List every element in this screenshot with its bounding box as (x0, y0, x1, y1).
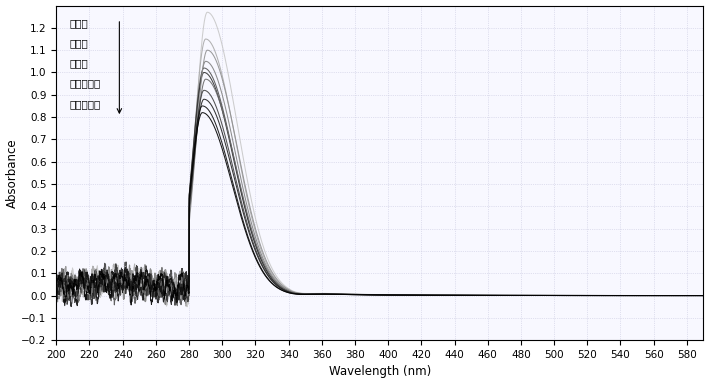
Text: 香橙素: 香橙素 (69, 18, 89, 28)
Text: 橙皮素: 橙皮素 (69, 58, 89, 69)
Text: 二氢杨梅素: 二氢杨梅素 (69, 79, 101, 89)
Y-axis label: Absorbance: Absorbance (6, 138, 18, 208)
Text: 二氢槲皮素: 二氢槲皮素 (69, 99, 101, 109)
X-axis label: Wavelength (nm): Wavelength (nm) (329, 366, 431, 379)
Text: 柚皮素: 柚皮素 (69, 38, 89, 48)
